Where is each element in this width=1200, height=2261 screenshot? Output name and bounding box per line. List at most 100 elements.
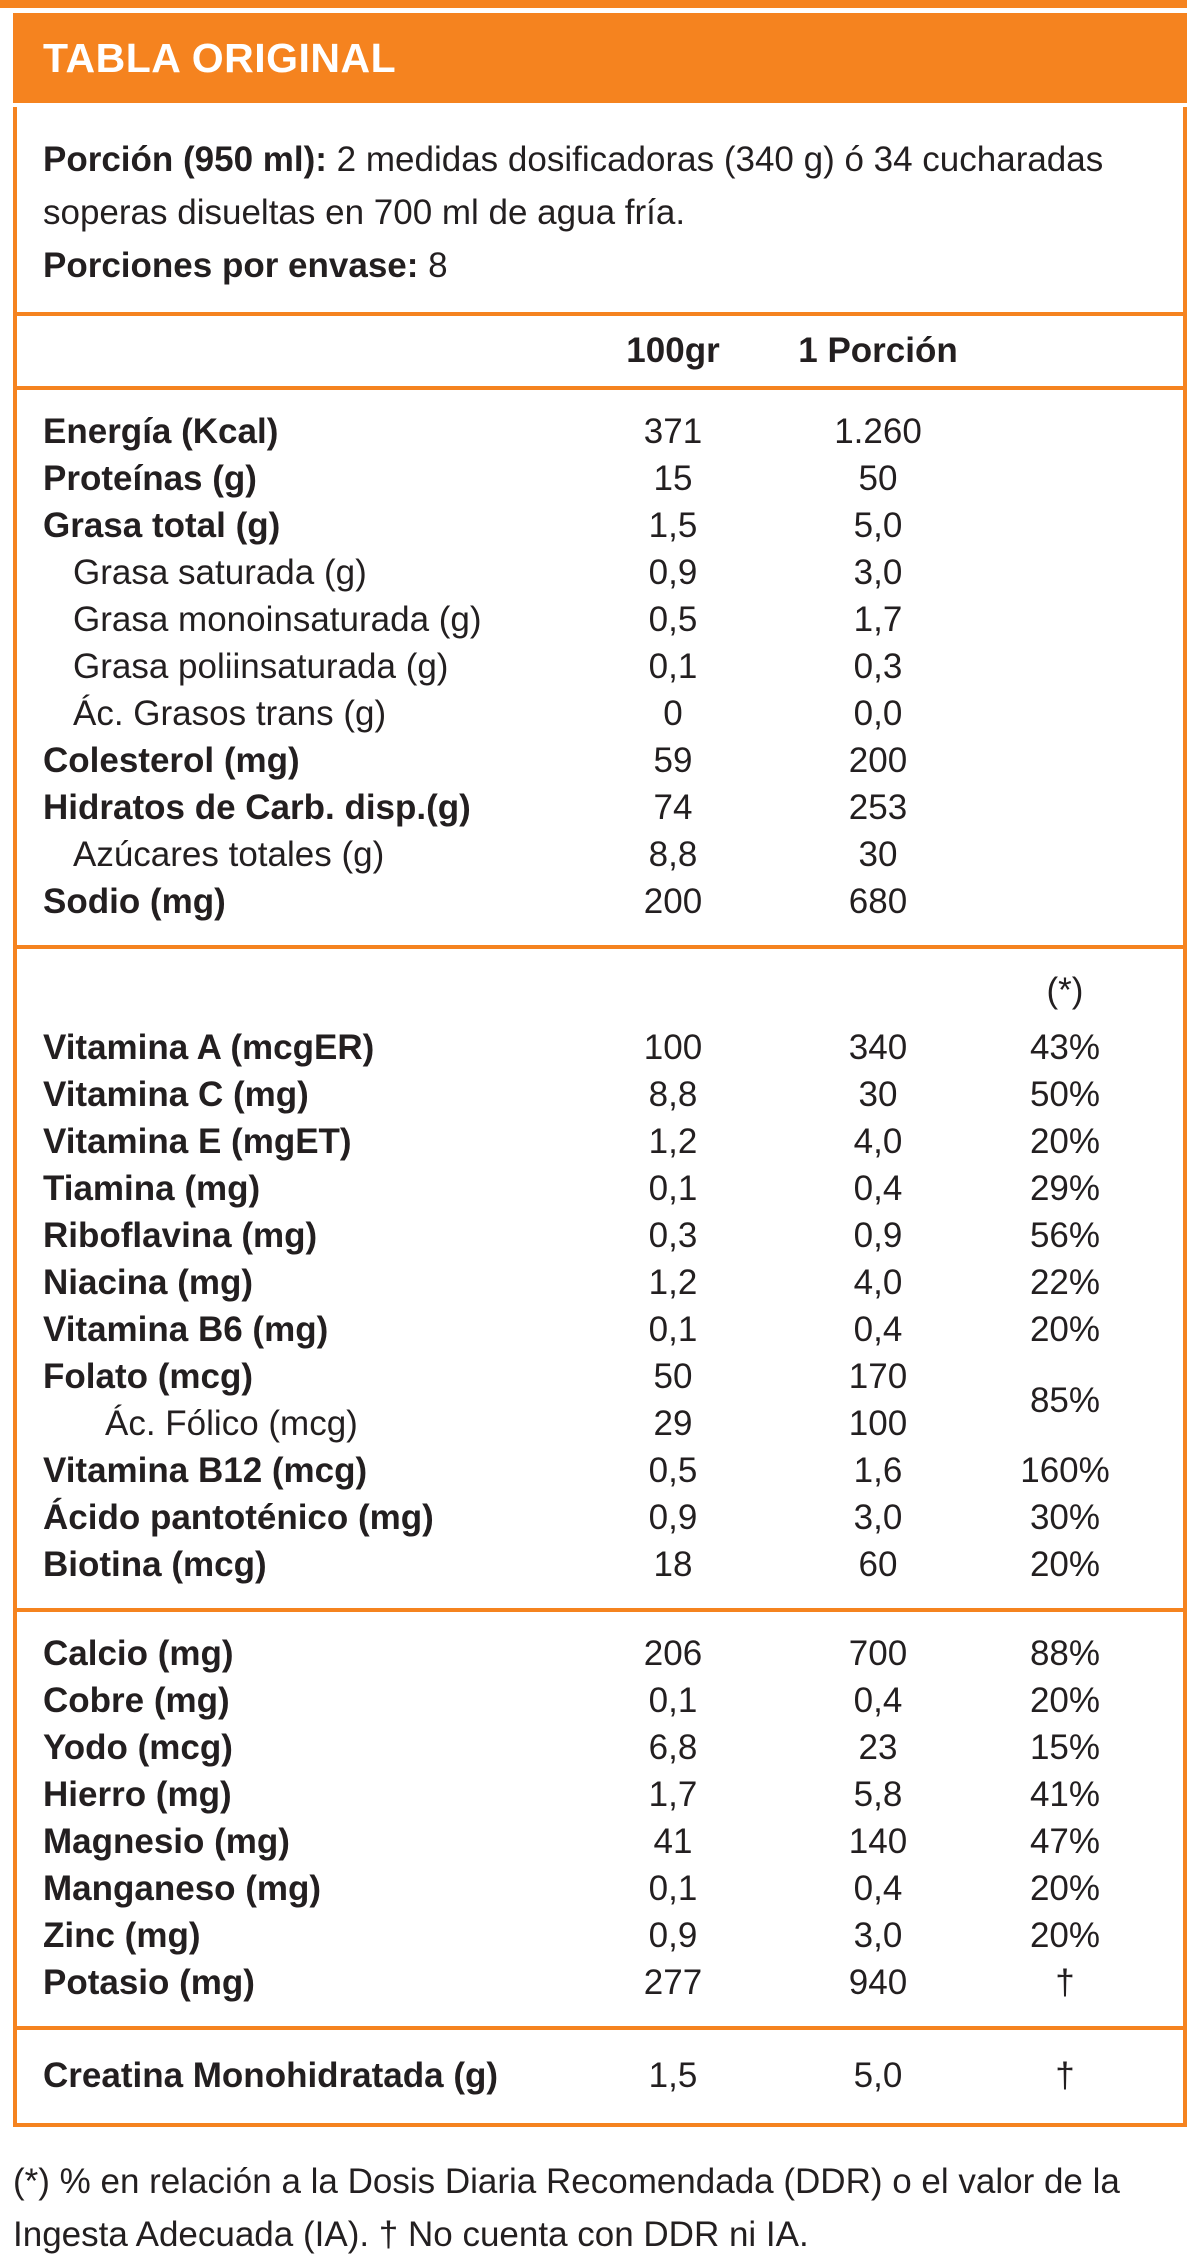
nutrient-label: Azúcares totales (g) [73,835,385,874]
value-per-100g: 8,8 [648,835,698,874]
pct-column-header: (*) [1046,971,1084,1010]
value-per-portion: 200 [848,741,908,780]
portion-line: Porción (950 ml): 2 medidas dosificadora… [43,133,1155,239]
value-per-portion: 1,6 [853,1451,903,1490]
value-daily-pct: 41% [1029,1775,1101,1814]
table-row: Energía (Kcal) 371 1.260 [17,408,1183,455]
value-per-100g: 8,8 [648,1075,698,1114]
nutrient-label: Cobre (mg) [43,1681,230,1720]
nutrient-label: Grasa poliinsaturada (g) [73,647,449,686]
column-header-row: 100gr 1 Porción [17,316,1183,386]
table-title: TABLA ORIGINAL [43,34,397,81]
value-per-100g: 15 [653,459,693,498]
value-per-portion: 5,8 [853,1775,903,1814]
table-row: Grasa saturada (g) 0,9 3,0 [17,549,1183,596]
nutrient-label: Grasa saturada (g) [73,553,367,592]
footnote: (*) % en relación a la Dosis Diaria Reco… [13,2162,1120,2254]
table-row: Ác. Grasos trans (g) 0 0,0 [17,690,1183,737]
value-per-100g: 1,2 [648,1263,698,1302]
value-per-100g: 0,1 [648,1169,698,1208]
nutrient-label: Calcio (mg) [43,1634,234,1673]
value-daily-pct: 56% [1029,1216,1101,1255]
value-per-portion: 0,4 [853,1310,903,1349]
value-per-100g: 277 [643,1963,703,2002]
value-per-100g: 100 [643,1028,703,1067]
value-daily-pct: 20% [1029,1310,1101,1349]
separator [17,1608,1183,1612]
value-per-portion: 0,4 [853,1869,903,1908]
nutrient-label: Vitamina E (mgET) [43,1122,352,1161]
value-per-portion: 23 [858,1728,898,1767]
value-per-portion: 30 [858,1075,898,1114]
value-daily-pct: 20% [1029,1681,1101,1720]
value-daily-pct: † [1055,1963,1075,2002]
value-daily-pct: 20% [1029,1122,1101,1161]
nutrient-label: Yodo (mcg) [43,1728,233,1767]
value-per-portion: 140 [848,1822,908,1861]
value-daily-pct: 47% [1029,1822,1101,1861]
value-per-100g: 371 [643,412,703,451]
value-daily-pct: 20% [1029,1545,1101,1584]
nutrition-table: Porción (950 ml): 2 medidas dosificadora… [13,107,1187,2127]
table-row: Niacina (mg) 1,2 4,0 22% [17,1259,1183,1306]
separator [17,386,1183,390]
table-row: Hidratos de Carb. disp.(g) 74 253 [17,784,1183,831]
table-row: Grasa monoinsaturada (g) 0,5 1,7 [17,596,1183,643]
top-accent-strip [0,0,1187,8]
value-per-100g: 74 [653,788,693,827]
nutrient-label: Creatina Monohidratada (g) [43,2056,499,2095]
value-per-portion: 1.260 [834,412,922,451]
value-per-portion: 680 [848,882,908,921]
nutrient-label: Hierro (mg) [43,1775,232,1814]
nutrient-label: Manganeso (mg) [43,1869,322,1908]
value-per-100g: 206 [643,1634,703,1673]
servings-label: Porciones por envase: [43,246,419,285]
table-row: Potasio (mg) 277 940 † [17,1959,1183,2006]
value-per-100g: 1,2 [648,1122,698,1161]
table-row: Creatina Monohidratada (g) 1,5 5,0 † [17,2052,1183,2099]
table-row: Magnesio (mg) 41 140 47% [17,1818,1183,1865]
value-daily-pct: 30% [1029,1498,1101,1537]
table-row: Calcio (mg) 206 700 88% [17,1630,1183,1677]
table-row: Azúcares totales (g) 8,8 30 [17,831,1183,878]
value-per-portion: 4,0 [853,1263,903,1302]
portion-text: 2 medidas dosificadoras (340 g) ó 34 cuc… [43,140,1104,232]
value-per-portion: 940 [848,1963,908,2002]
value-per-portion: 100 [848,1404,908,1443]
value-per-portion: 0,4 [853,1169,903,1208]
value-per-portion: 30 [858,835,898,874]
value-per-100g: 0,1 [648,647,698,686]
value-per-portion: 3,0 [853,553,903,592]
value-per-portion: 3,0 [853,1498,903,1537]
nutrient-label: Grasa monoinsaturada (g) [73,600,482,639]
value-per-100g: 59 [653,741,693,780]
separator [17,945,1183,949]
value-per-portion: 340 [848,1028,908,1067]
serving-info: Porción (950 ml): 2 medidas dosificadora… [17,107,1183,312]
nutrient-label: Potasio (mg) [43,1963,255,2002]
pct-column-header-row: (*) [17,967,1183,1014]
value-per-100g: 41 [653,1822,693,1861]
table-row: Vitamina E (mgET) 1,2 4,0 20% [17,1118,1183,1165]
nutrient-label: Sodio (mg) [43,882,226,921]
value-daily-pct: 20% [1029,1869,1101,1908]
section-vitamins: (*) Vitamina A (mcgER) 100 340 43% Vitam… [17,949,1183,1608]
value-daily-pct: 85% [1029,1380,1101,1420]
nutrient-label: Ácido pantoténico (mg) [43,1498,434,1537]
value-per-100g: 0,5 [648,1451,698,1490]
table-row: Vitamina A (mcgER) 100 340 43% [17,1024,1183,1071]
table-row: Grasa total (g) 1,5 5,0 [17,502,1183,549]
table-row: Sodio (mg) 200 680 [17,878,1183,925]
nutrient-label: Niacina (mg) [43,1263,254,1302]
nutrient-label: Magnesio (mg) [43,1822,290,1861]
nutrient-label: Vitamina B6 (mg) [43,1310,329,1349]
value-per-portion: 60 [858,1545,898,1584]
table-row-group: Folato (mcg) 50 170 Ác. Fólico (mcg) 29 100 85… [17,1353,1183,1447]
nutrient-label: Proteínas (g) [43,459,257,498]
value-per-portion: 700 [848,1634,908,1673]
value-daily-pct: 20% [1029,1916,1101,1955]
table-row: Yodo (mcg) 6,8 23 15% [17,1724,1183,1771]
value-daily-pct: 29% [1029,1169,1101,1208]
servings-line: Porciones por envase: 8 [43,239,1155,292]
table-row: Proteínas (g) 15 50 [17,455,1183,502]
